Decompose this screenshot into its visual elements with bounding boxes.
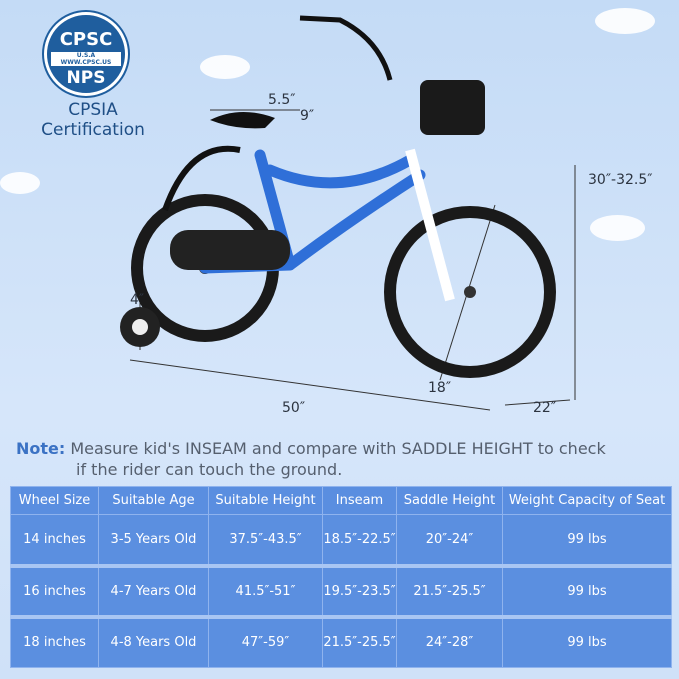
cpsia-label: CPSIA — [68, 100, 118, 120]
note-text: Measure kid's INSEAM and compare with SA… — [65, 439, 606, 458]
cell: 41.5″-51″ — [208, 563, 323, 617]
table-row: 16 inches 4-7 Years Old 41.5″-51″ 19.5″-23.… — [10, 563, 672, 617]
cloud — [595, 8, 655, 34]
header-cell: Inseam — [322, 486, 397, 515]
badge-top: CPSC — [59, 29, 113, 50]
cell: 4-7 Years Old — [98, 563, 209, 617]
bike-frame — [199, 149, 426, 274]
note: Note: Measure kid's INSEAM and compare w… — [16, 438, 676, 480]
cell: 16 inches — [10, 563, 99, 617]
cell: 14 inches — [10, 514, 99, 566]
table-header: Wheel Size Suitable Age Suitable Height … — [10, 486, 672, 515]
dim-length: 50″ — [282, 400, 306, 416]
badge-bottom: NPS — [66, 68, 106, 88]
cell: 47″-59″ — [208, 614, 323, 668]
cell: 99 lbs — [502, 514, 672, 566]
saddle — [210, 111, 275, 129]
cell: 21.5″-25.5″ — [322, 614, 397, 668]
chain-guard — [170, 230, 290, 270]
cell: 21.5″-25.5″ — [396, 563, 503, 617]
basket — [420, 80, 485, 135]
front-wheel — [384, 206, 556, 378]
dim-training-wheel: 4″ — [130, 292, 145, 308]
bike-illustration — [120, 15, 576, 411]
cloud — [0, 172, 40, 194]
dim-seat-length: 5.5″ — [268, 92, 296, 108]
cell: 19.5″-23.5″ — [322, 563, 397, 617]
note-text-2: if the rider can touch the ground. — [76, 460, 343, 479]
cloud — [200, 55, 250, 79]
cpsc-badge: CPSC U.S.A WWW.CPSC.US NPS — [42, 10, 130, 98]
dim-wheel: 18″ — [428, 380, 452, 396]
header-cell: Weight Capacity of Seat — [502, 486, 672, 515]
table-row: 14 inches 3-5 Years Old 37.5″-43.5″ 18.5″-2… — [10, 514, 672, 566]
dim-height: 30″-32.5″ — [588, 172, 653, 188]
header-cell: Suitable Age — [98, 486, 209, 515]
note-label: Note: — [16, 439, 66, 458]
dim-seat-width: 9″ — [300, 108, 315, 124]
header-cell: Saddle Height — [396, 486, 503, 515]
dim-width: 22″ — [533, 400, 557, 416]
size-chart-table: Wheel Size Suitable Age Suitable Height … — [10, 486, 672, 668]
table-row: 18 inches 4-8 Years Old 47″-59″ 21.5″-25.5″… — [10, 614, 672, 668]
cell: 99 lbs — [502, 614, 672, 668]
cell: 37.5″-43.5″ — [208, 514, 323, 566]
cell: 18.5″-22.5″ — [322, 514, 397, 566]
header-cell: Wheel Size — [10, 486, 99, 515]
cloud — [590, 215, 645, 241]
cell: 24″-28″ — [396, 614, 503, 668]
cell: 3-5 Years Old — [98, 514, 209, 566]
cell: 18 inches — [10, 614, 99, 668]
badge-band: U.S.A WWW.CPSC.US — [51, 52, 121, 66]
cell: 4-8 Years Old — [98, 614, 209, 668]
certification-label: Certification — [41, 120, 145, 140]
cell: 20″-24″ — [396, 514, 503, 566]
rear-fender — [162, 145, 241, 212]
header-cell: Suitable Height — [208, 486, 323, 515]
cell: 99 lbs — [502, 563, 672, 617]
